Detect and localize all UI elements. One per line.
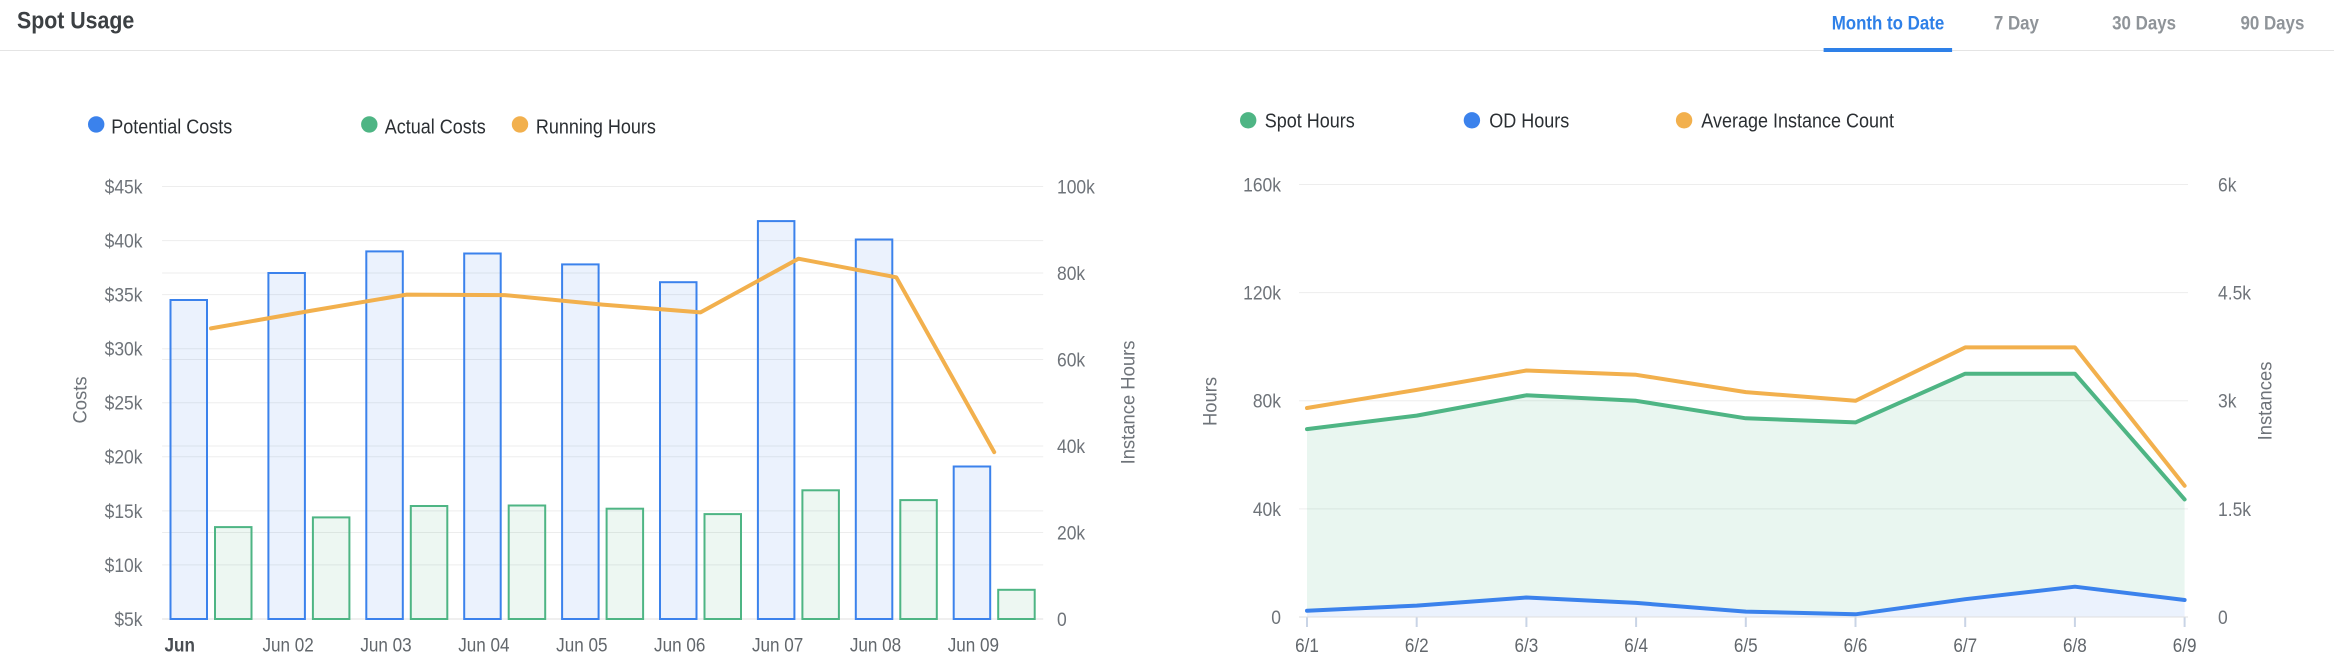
svg-text:80k: 80k — [1057, 262, 1086, 284]
svg-text:$25k: $25k — [105, 392, 144, 414]
svg-text:6/5: 6/5 — [1734, 635, 1758, 656]
svg-text:0: 0 — [2218, 606, 2228, 628]
svg-text:Instance Hours: Instance Hours — [1117, 341, 1138, 465]
svg-text:$15k: $15k — [105, 500, 144, 522]
svg-text:Jun 06: Jun 06 — [654, 635, 705, 656]
svg-text:$10k: $10k — [105, 554, 144, 576]
svg-text:Jun 04: Jun 04 — [458, 635, 509, 656]
svg-text:40k: 40k — [1253, 498, 1282, 520]
svg-text:Jun: Jun — [165, 635, 195, 656]
svg-text:80k: 80k — [1253, 390, 1282, 412]
svg-text:1.5k: 1.5k — [2218, 498, 2252, 520]
svg-text:$45k: $45k — [105, 176, 144, 198]
svg-text:Jun 09: Jun 09 — [948, 635, 999, 656]
svg-text:Costs: Costs — [69, 376, 90, 423]
svg-text:$30k: $30k — [105, 338, 144, 360]
svg-text:Instances: Instances — [2254, 362, 2275, 441]
svg-text:Spot Hours: Spot Hours — [1265, 111, 1355, 133]
svg-text:$20k: $20k — [105, 446, 144, 468]
svg-text:OD Hours: OD Hours — [1489, 111, 1569, 133]
svg-text:6k: 6k — [2218, 174, 2237, 196]
svg-text:7 Day: 7 Day — [1994, 12, 2039, 33]
svg-text:120k: 120k — [1243, 282, 1282, 304]
svg-text:Month to Date: Month to Date — [1832, 12, 1945, 33]
svg-text:6/2: 6/2 — [1405, 635, 1429, 656]
svg-text:40k: 40k — [1057, 435, 1086, 457]
svg-text:160k: 160k — [1243, 174, 1282, 196]
svg-text:6/8: 6/8 — [2063, 635, 2087, 656]
svg-text:6/6: 6/6 — [1844, 635, 1868, 656]
svg-text:0: 0 — [1057, 608, 1067, 630]
svg-text:3k: 3k — [2218, 390, 2237, 412]
svg-text:6/9: 6/9 — [2173, 635, 2197, 656]
svg-text:6/3: 6/3 — [1515, 635, 1539, 656]
svg-text:Jun 07: Jun 07 — [752, 635, 803, 656]
svg-text:6/4: 6/4 — [1624, 635, 1648, 656]
svg-text:20k: 20k — [1057, 522, 1086, 544]
svg-text:60k: 60k — [1057, 349, 1086, 371]
svg-text:Actual Costs: Actual Costs — [385, 117, 486, 139]
svg-text:Jun 05: Jun 05 — [556, 635, 607, 656]
svg-text:Jun 08: Jun 08 — [850, 635, 901, 656]
svg-text:30 Days: 30 Days — [2112, 12, 2176, 33]
svg-text:90 Days: 90 Days — [2240, 12, 2304, 33]
svg-text:Average Instance Count: Average Instance Count — [1701, 111, 1894, 133]
svg-text:6/7: 6/7 — [1953, 635, 1977, 656]
svg-text:$40k: $40k — [105, 230, 144, 252]
svg-text:Spot Usage: Spot Usage — [17, 6, 134, 34]
svg-text:$35k: $35k — [105, 284, 144, 306]
svg-text:6/1: 6/1 — [1295, 635, 1319, 656]
svg-text:Jun 03: Jun 03 — [360, 635, 411, 656]
svg-text:100k: 100k — [1057, 176, 1096, 198]
svg-text:Running Hours: Running Hours — [536, 117, 656, 139]
svg-text:Hours: Hours — [1199, 377, 1220, 426]
svg-text:$5k: $5k — [114, 608, 143, 630]
svg-text:0: 0 — [1271, 606, 1281, 628]
svg-text:Potential Costs: Potential Costs — [111, 117, 232, 139]
svg-text:Jun 02: Jun 02 — [262, 635, 313, 656]
svg-text:4.5k: 4.5k — [2218, 282, 2252, 304]
